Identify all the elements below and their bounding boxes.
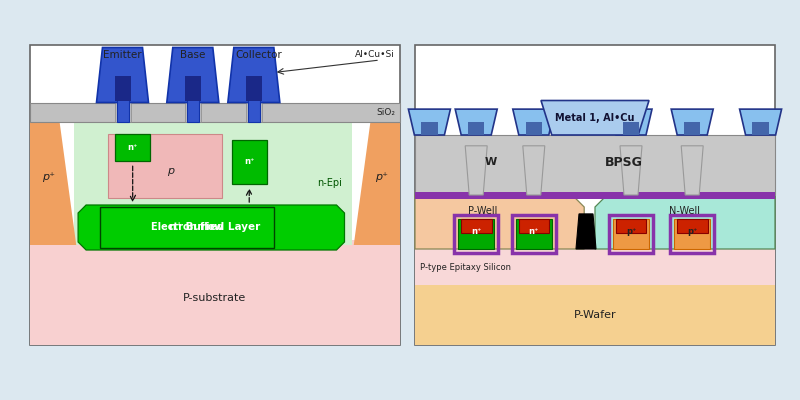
Bar: [114, 76, 130, 100]
Polygon shape: [354, 122, 400, 245]
Polygon shape: [523, 146, 545, 195]
Text: p⁺: p⁺: [42, 172, 55, 182]
Bar: [114, 100, 130, 122]
Text: n⁺: n⁺: [471, 227, 482, 236]
Text: W: W: [485, 157, 497, 167]
Text: p⁺: p⁺: [687, 227, 698, 236]
Bar: [674, 219, 710, 249]
Bar: [512, 215, 556, 253]
Bar: [415, 249, 775, 285]
Polygon shape: [595, 195, 775, 249]
Bar: [100, 207, 274, 248]
Polygon shape: [513, 109, 555, 135]
Polygon shape: [610, 109, 652, 135]
Bar: [248, 83, 260, 122]
Text: p: p: [167, 166, 174, 176]
Polygon shape: [466, 146, 487, 195]
Bar: [187, 83, 199, 122]
Bar: [518, 219, 549, 233]
Bar: [232, 140, 267, 184]
Text: N-Well: N-Well: [670, 206, 701, 216]
Bar: [670, 215, 714, 253]
Text: BPSG: BPSG: [605, 156, 642, 168]
Bar: [415, 192, 775, 198]
Polygon shape: [455, 109, 498, 135]
Text: n⁺: n⁺: [127, 143, 138, 152]
Bar: [30, 240, 400, 345]
Text: SiO₂: SiO₂: [376, 108, 395, 117]
Bar: [421, 122, 438, 135]
Polygon shape: [682, 146, 703, 195]
Bar: [458, 219, 494, 249]
Text: n⁺: n⁺: [529, 227, 539, 236]
Bar: [30, 45, 400, 345]
Bar: [516, 219, 552, 249]
Bar: [454, 215, 498, 253]
Bar: [609, 215, 653, 253]
Polygon shape: [228, 48, 280, 102]
Text: Electron flow: Electron flow: [151, 222, 223, 232]
Polygon shape: [167, 48, 219, 102]
Bar: [108, 134, 222, 198]
Text: Collector: Collector: [235, 50, 282, 60]
Polygon shape: [671, 109, 714, 135]
Bar: [185, 100, 201, 122]
Polygon shape: [620, 146, 642, 195]
Bar: [415, 285, 775, 345]
Text: n⁺: n⁺: [244, 158, 254, 166]
Polygon shape: [739, 109, 782, 135]
Bar: [461, 219, 491, 233]
Bar: [752, 122, 769, 135]
Bar: [415, 45, 775, 345]
Polygon shape: [78, 205, 345, 250]
Bar: [616, 219, 646, 233]
Text: P-substrate: P-substrate: [183, 293, 246, 303]
Polygon shape: [541, 100, 649, 135]
Text: P-Wafer: P-Wafer: [574, 310, 616, 320]
Bar: [468, 122, 485, 135]
Polygon shape: [97, 48, 149, 102]
Bar: [185, 76, 201, 100]
Bar: [115, 134, 150, 161]
Text: Base: Base: [180, 50, 206, 60]
Bar: [30, 102, 400, 122]
Text: n-Epi: n-Epi: [318, 178, 342, 188]
Bar: [246, 100, 262, 122]
Bar: [74, 122, 352, 245]
Text: p⁺: p⁺: [626, 227, 636, 236]
Text: P-type Epitaxy Silicon: P-type Epitaxy Silicon: [420, 262, 511, 272]
Text: n⁺ Buried Layer: n⁺ Buried Layer: [170, 222, 261, 232]
Bar: [117, 83, 129, 122]
Text: P-Well: P-Well: [468, 206, 498, 216]
Text: Emitter: Emitter: [103, 50, 142, 60]
Text: Al•Cu•Si: Al•Cu•Si: [355, 50, 395, 59]
Bar: [415, 135, 775, 195]
Polygon shape: [576, 214, 596, 249]
Bar: [526, 122, 542, 135]
Polygon shape: [415, 195, 584, 249]
Text: Metal 1, Al•Cu: Metal 1, Al•Cu: [555, 114, 634, 124]
Bar: [677, 219, 707, 233]
Bar: [622, 122, 639, 135]
Text: p⁺: p⁺: [375, 172, 388, 182]
Bar: [684, 122, 701, 135]
Polygon shape: [408, 109, 450, 135]
Bar: [246, 76, 262, 100]
Polygon shape: [30, 122, 76, 245]
Bar: [613, 219, 649, 249]
